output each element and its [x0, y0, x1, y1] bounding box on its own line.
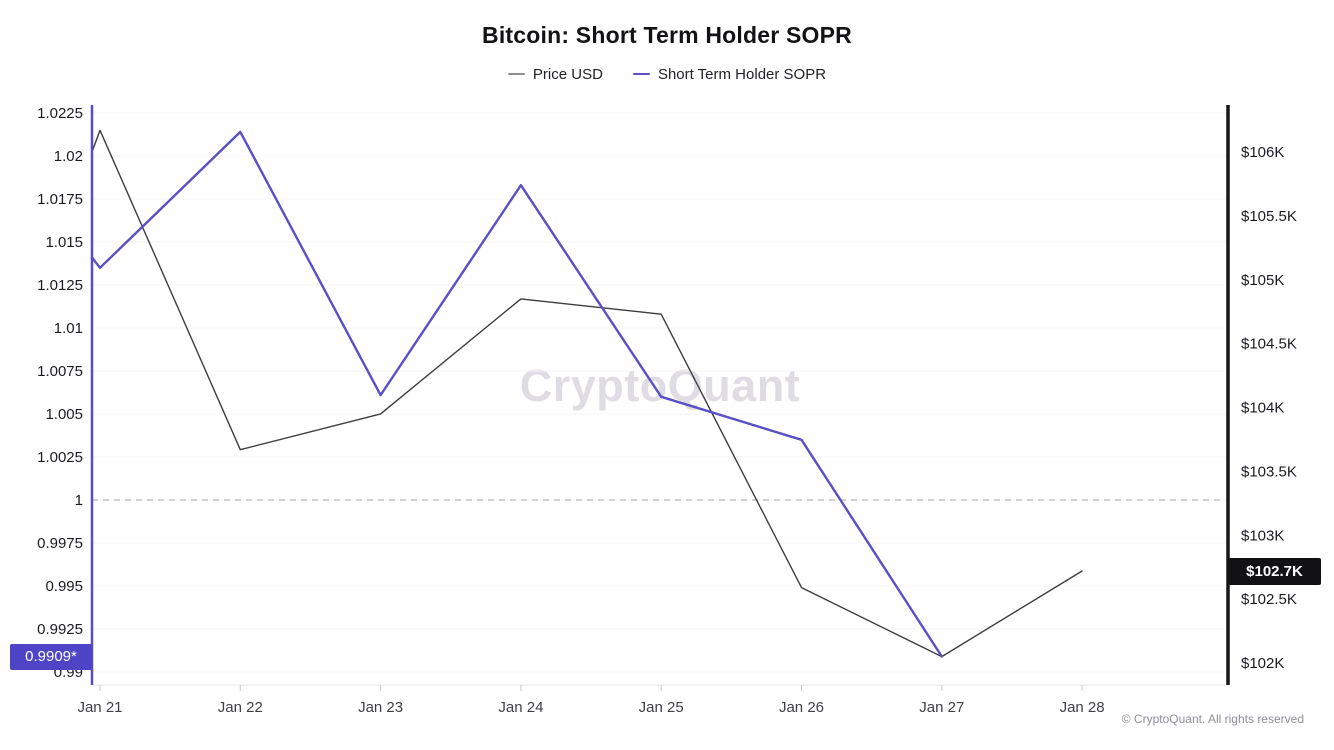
legend-item-sopr[interactable]: Short Term Holder SOPR	[632, 65, 827, 83]
right-axis-tick-label: $103.5K	[1241, 463, 1297, 480]
right-axis-tick-label: $105K	[1241, 272, 1284, 289]
left-axis-tick-label: 0.9975	[37, 535, 83, 552]
right-axis-tick-label: $106K	[1241, 144, 1284, 161]
right-axis-tick-label: $103K	[1241, 527, 1284, 544]
price-line-swatch-icon	[507, 73, 525, 75]
left-axis-tick-label: 1.0025	[37, 449, 83, 466]
sopr-line	[90, 130, 943, 658]
left-axis-tick-label: 0.995	[45, 578, 83, 595]
x-axis-label: Jan 21	[77, 699, 122, 716]
price-current-value-badge: $102.7K	[1228, 557, 1321, 585]
x-axis-label: Jan 28	[1060, 699, 1105, 716]
x-axis-label: Jan 26	[779, 699, 824, 716]
left-axis-tick-label: 1.0075	[37, 363, 83, 380]
copyright-notice: © CryptoQuant. All rights reserved	[1121, 712, 1304, 726]
left-axis-tick-label: 0.9925	[37, 621, 83, 638]
x-axis-label: Jan 27	[919, 699, 964, 716]
x-axis-label: Jan 24	[498, 699, 543, 716]
right-axis-tick-label: $102.5K	[1241, 591, 1297, 608]
right-axis-tick-label: $105.5K	[1241, 208, 1297, 225]
legend-item-price-usd[interactable]: Price USD	[507, 65, 603, 83]
left-axis-tick-label: 1	[75, 492, 83, 509]
right-axis-tick-label: $104.5K	[1241, 336, 1297, 353]
price-line	[91, 129, 1083, 658]
left-axis-tick-label: 1.0175	[37, 191, 83, 208]
left-axis-tick-label: 1.015	[45, 234, 83, 251]
left-axis-tick-label: 1.02	[54, 148, 83, 165]
right-axis-tick-label: $104K	[1241, 400, 1284, 417]
x-axis-label: Jan 25	[639, 699, 684, 716]
right-axis-tick-label: $102K	[1241, 655, 1284, 672]
sopr-line-swatch-icon	[632, 73, 650, 75]
left-axis-tick-label: 1.005	[45, 406, 83, 423]
left-axis-tick-label: 1.0125	[37, 277, 83, 294]
legend-label-sopr: Short Term Holder SOPR	[657, 65, 827, 83]
x-axis-label: Jan 22	[218, 699, 263, 716]
x-axis-label: Jan 23	[358, 699, 403, 716]
left-axis-tick-label: 1.0225	[37, 105, 83, 122]
watermark: CryptoQuant	[519, 360, 801, 411]
legend-label-price-usd: Price USD	[532, 65, 603, 83]
left-axis-tick-label: 1.01	[54, 320, 83, 337]
legend: Price USD Short Term Holder SOPR	[0, 64, 1334, 84]
sopr-current-value-badge: 0.9909*	[10, 643, 92, 670]
chart-title: Bitcoin: Short Term Holder SOPR	[482, 22, 852, 48]
